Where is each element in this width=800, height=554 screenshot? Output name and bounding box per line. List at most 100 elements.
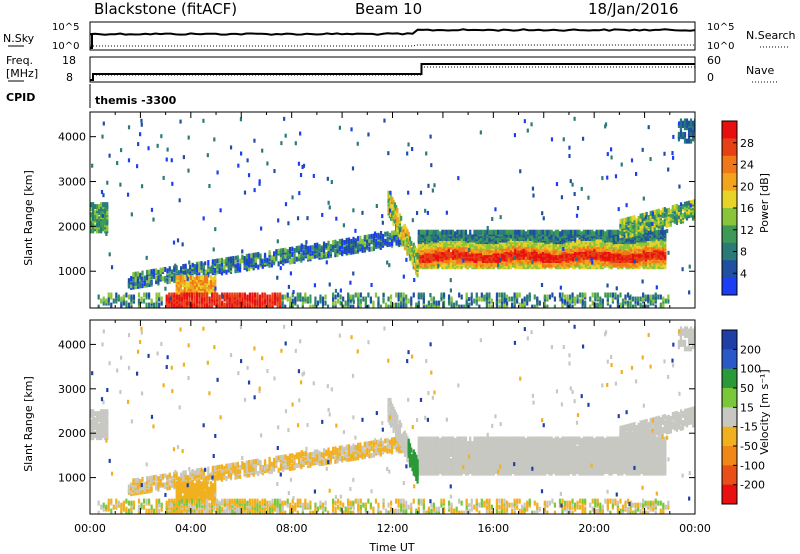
power-cell xyxy=(170,292,173,298)
power-cell xyxy=(415,211,419,216)
power-cell xyxy=(641,279,644,284)
velocity-cell xyxy=(417,453,420,459)
velocity-cell xyxy=(424,453,427,459)
power-cell xyxy=(683,205,687,211)
power-cell xyxy=(202,262,205,268)
power-cell xyxy=(428,235,431,241)
power-cell xyxy=(384,231,387,237)
power-cell xyxy=(550,229,553,235)
power-cell xyxy=(654,304,657,308)
power-cell xyxy=(406,229,409,235)
power-cell xyxy=(671,213,675,219)
power-cell xyxy=(678,121,681,126)
power-cell xyxy=(576,206,580,211)
power-cell xyxy=(439,231,442,237)
power-cell xyxy=(212,280,215,286)
power-cell xyxy=(561,302,564,308)
power-cell xyxy=(361,244,364,250)
power-cell xyxy=(639,213,642,219)
power-cell xyxy=(268,294,272,300)
power-cell xyxy=(364,296,367,302)
power-cell xyxy=(614,229,618,235)
power-cell xyxy=(617,207,620,212)
power-cell xyxy=(575,213,579,218)
power-cell xyxy=(359,298,362,304)
power-cell xyxy=(428,240,431,246)
power-cell xyxy=(379,230,383,235)
power-cell xyxy=(115,292,118,298)
power-cell xyxy=(143,280,146,286)
power-cell xyxy=(576,298,579,304)
power-cell xyxy=(579,298,582,304)
power-cell xyxy=(450,296,453,302)
power-cell xyxy=(198,266,201,272)
power-cell xyxy=(516,292,519,298)
power-cell xyxy=(563,259,566,265)
power-cell xyxy=(411,247,414,253)
power-cell xyxy=(535,261,538,267)
power-cell xyxy=(277,248,280,254)
power-cell xyxy=(623,239,626,245)
power-cell xyxy=(634,296,637,302)
power-cell xyxy=(251,292,254,298)
power-cell xyxy=(562,247,565,252)
power-cell xyxy=(655,229,658,235)
power-cell xyxy=(232,256,235,262)
power-cell xyxy=(377,296,380,302)
power-cell xyxy=(435,300,438,306)
power-cell xyxy=(145,302,148,308)
power-cell xyxy=(179,119,182,124)
power-cell xyxy=(296,292,299,298)
velocity-cell xyxy=(428,459,431,465)
power-cell xyxy=(687,200,691,206)
power-cell xyxy=(430,251,433,257)
power-cell xyxy=(391,205,394,211)
power-cell xyxy=(227,262,230,268)
power-cell xyxy=(166,279,169,285)
power-cell xyxy=(165,157,168,162)
power-cell xyxy=(398,232,402,238)
power-cell xyxy=(644,304,647,308)
power-cell xyxy=(245,253,248,259)
power-cell xyxy=(369,296,373,302)
power-cell xyxy=(392,205,395,211)
power-cell xyxy=(609,147,613,152)
power-cell xyxy=(305,240,308,245)
power-cell xyxy=(92,216,95,222)
power-cell xyxy=(661,229,665,235)
power-cell xyxy=(205,298,209,304)
power-cell xyxy=(207,260,210,266)
power-cell xyxy=(214,289,217,295)
power-cell xyxy=(110,302,113,308)
power-cell xyxy=(402,274,405,279)
power-cell xyxy=(439,242,442,248)
power-cell xyxy=(580,256,583,262)
power-cell xyxy=(604,292,607,298)
power-cell xyxy=(223,264,226,270)
power-cell xyxy=(427,300,430,306)
power-cell xyxy=(661,257,665,263)
power-cell xyxy=(657,229,660,235)
power-cell xyxy=(552,234,555,240)
power-cell xyxy=(509,248,513,254)
power-cell xyxy=(396,207,399,213)
power-cell xyxy=(422,292,425,298)
power-cell xyxy=(411,259,414,265)
power-cell xyxy=(236,255,239,261)
power-cell xyxy=(271,292,274,298)
power-cell xyxy=(337,292,340,298)
power-cell xyxy=(339,288,342,293)
power-cell xyxy=(453,302,456,308)
power-cell xyxy=(413,261,417,267)
power-cell xyxy=(243,298,246,304)
power-cell xyxy=(469,237,472,243)
power-cell xyxy=(110,265,114,270)
power-cell xyxy=(413,245,417,251)
power-cell xyxy=(631,215,634,221)
power-cell xyxy=(635,218,638,224)
power-cell xyxy=(640,232,643,238)
power-cell xyxy=(642,229,645,235)
power-cell xyxy=(667,298,670,304)
power-cell xyxy=(246,294,249,300)
